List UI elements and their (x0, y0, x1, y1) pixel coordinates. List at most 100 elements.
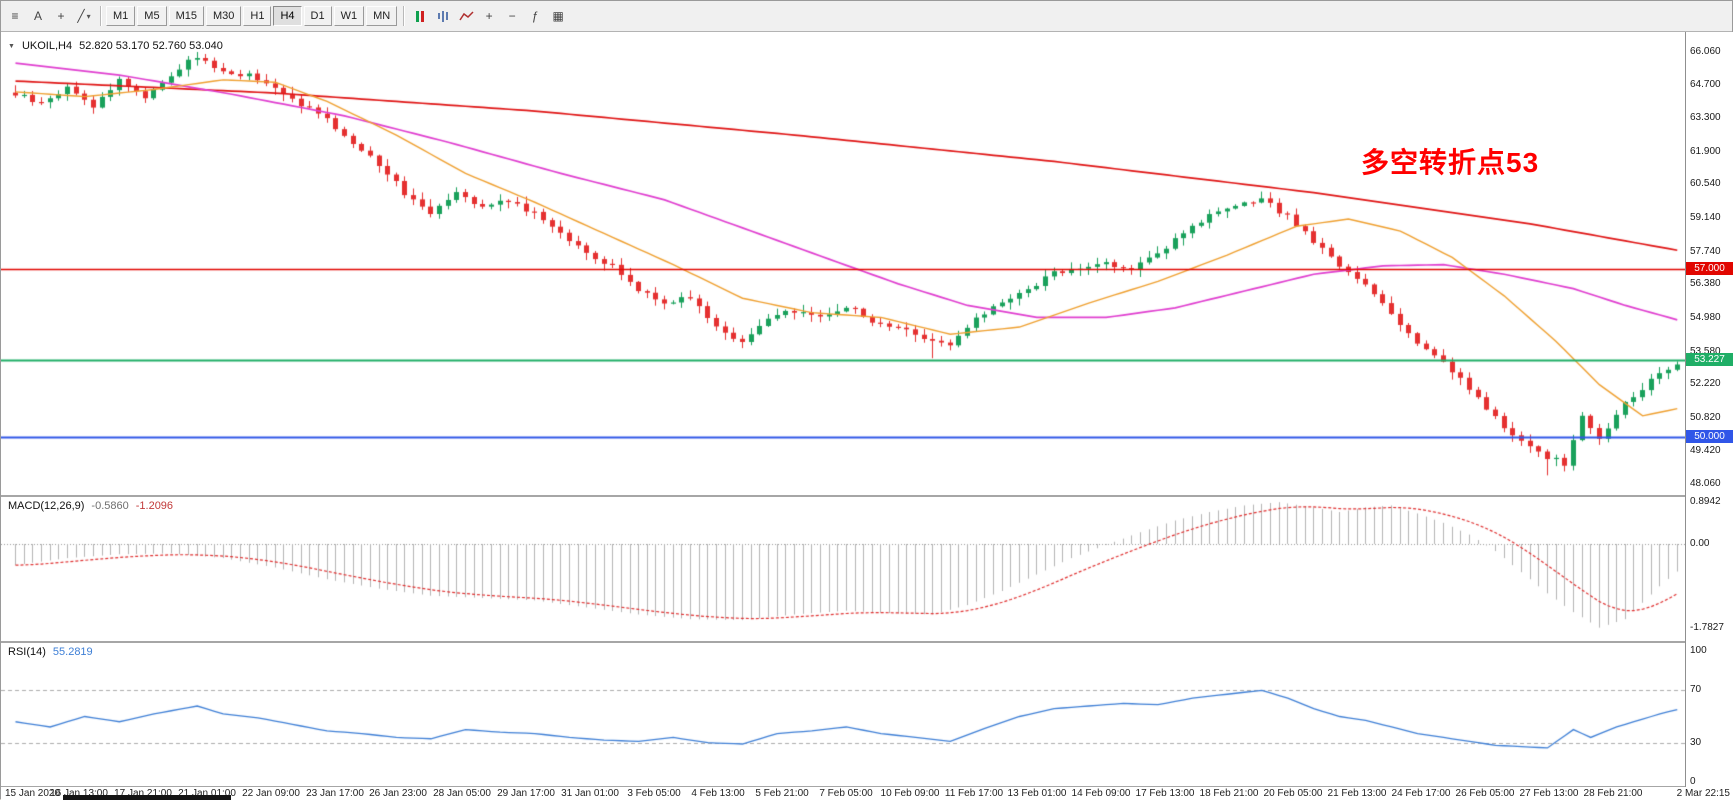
zoom-in-icon[interactable]: + (478, 5, 501, 27)
grid-icon[interactable]: ▦ (547, 5, 570, 27)
time-axis-label: 27 Feb 13:00 (1519, 788, 1579, 799)
macd-main-value: -0.5860 (91, 500, 129, 512)
time-axis-label: 21 Feb 13:00 (1327, 788, 1387, 799)
rsi-value: 55.2819 (52, 646, 93, 658)
price-axis-label: 66.060 (1690, 46, 1721, 57)
time-axis-label: 16 Jan 13:00 (50, 788, 108, 799)
zoom-out-icon[interactable]: − (501, 5, 524, 27)
timeframe-button-H1[interactable]: H1 (243, 6, 272, 26)
symbol-period-label: UKOIL,H4 (21, 40, 73, 52)
time-axis-label: 31 Jan 01:00 (561, 788, 619, 799)
toolbar: ≡ A + ╱ ▾ M1 M5 M15 M30 H1 H4 D1 W1 MN + − ƒ ▦ (1, 1, 1732, 32)
price-axis-label: 60.540 (1690, 178, 1721, 189)
time-axis-label: 26 Feb 05:00 (1455, 788, 1515, 799)
macd-indicator-label: MACD(12,26,9) -0.5860 -1.2096 (8, 500, 173, 512)
price-axis-label: 53.580 (1690, 346, 1721, 357)
rsi-axis-label: 100 (1690, 645, 1707, 656)
candles-chart-icon[interactable] (409, 5, 432, 27)
time-axis-label: 7 Feb 05:00 (819, 788, 873, 799)
timeframe-button-H4[interactable]: H4 (273, 6, 302, 26)
price-axis-label: 48.060 (1690, 478, 1721, 489)
symbol-header: ▼ UKOIL,H4 52.820 53.170 52.760 53.040 (8, 40, 223, 52)
time-axis-label: 20 Feb 05:00 (1263, 788, 1323, 799)
time-axis-label: 13 Feb 01:00 (1007, 788, 1067, 799)
macd-signal-value: -1.2096 (135, 500, 174, 512)
timeframe-button-M30[interactable]: M30 (205, 6, 242, 26)
timeframe-button-M5[interactable]: M5 (137, 6, 167, 26)
toolbar-separator (403, 6, 405, 26)
chevron-down-icon: ▾ (86, 11, 91, 21)
time-axis-label: 14 Feb 09:00 (1071, 788, 1131, 799)
support-line-price-tag[interactable]: 50.000 (1686, 430, 1733, 443)
price-axis-label: 54.980 (1690, 312, 1721, 323)
time-axis-label: 22 Jan 09:00 (242, 788, 300, 799)
time-axis-label: 4 Feb 13:00 (691, 788, 745, 799)
price-axis-label: 63.300 (1690, 112, 1721, 123)
time-axis-label: 15 Jan 2020 (5, 788, 61, 799)
price-axis-label: 57.740 (1690, 246, 1721, 257)
window-fragment (63, 795, 231, 800)
price-axis-label: 56.380 (1690, 278, 1721, 289)
resistance-line-price-tag[interactable]: 57.000 (1686, 262, 1733, 275)
time-axis-label: 10 Feb 09:00 (880, 788, 940, 799)
current-price-line-price-tag[interactable]: 53.227 (1686, 353, 1733, 366)
price-axis-label: 50.820 (1690, 412, 1721, 423)
price-axis-label: 64.700 (1690, 79, 1721, 90)
menu-grid-icon[interactable]: ≡ (4, 5, 26, 27)
rsi-axis-label: 70 (1690, 684, 1702, 695)
main-chart-canvas[interactable] (1, 34, 1686, 495)
chart-annotation-text[interactable]: 多空转折点53 (1361, 147, 1540, 178)
panel-separator[interactable] (1, 495, 1733, 497)
text-tool-button[interactable]: A (27, 5, 49, 27)
line-chart-icon[interactable] (455, 5, 478, 27)
rsi-panel-canvas[interactable] (1, 644, 1686, 787)
time-axis-label: 29 Jan 17:00 (497, 788, 555, 799)
draw-tools-button[interactable]: ╱ ▾ (73, 5, 95, 27)
toolbar-right-group: + − ƒ ▦ (409, 5, 570, 27)
price-axis-label: 59.140 (1690, 212, 1721, 223)
price-axis-label: 61.900 (1690, 146, 1721, 157)
panel-separator[interactable] (1, 641, 1733, 643)
time-axis-label: 21 Jan 01:00 (178, 788, 236, 799)
timeframe-button-M1[interactable]: M1 (106, 6, 136, 26)
time-axis-label: 28 Jan 05:00 (433, 788, 491, 799)
macd-name: MACD(12,26,9) (8, 500, 85, 512)
price-axis[interactable] (1685, 32, 1733, 800)
toolbar-separator (100, 6, 101, 26)
crosshair-tool-button[interactable]: + (50, 5, 72, 27)
timeframe-button-D1[interactable]: D1 (303, 6, 332, 26)
time-axis-label: 23 Jan 17:00 (306, 788, 364, 799)
timeframe-group: M1 M5 M15 M30 H1 H4 D1 W1 MN (106, 6, 398, 26)
price-axis-label: 49.420 (1690, 445, 1721, 456)
toolbar-left-group: ≡ A + ╱ ▾ (4, 5, 95, 27)
time-axis-label: 17 Jan 21:00 (114, 788, 172, 799)
ohlc-values: 52.820 53.170 52.760 53.040 (79, 40, 223, 52)
macd-axis-label: 0.8942 (1690, 496, 1721, 507)
indicators-icon[interactable]: ƒ (524, 5, 547, 27)
rsi-axis-label: 0 (1690, 776, 1696, 787)
rsi-name: RSI(14) (8, 646, 46, 658)
timeframe-button-M15[interactable]: M15 (168, 6, 204, 26)
rsi-axis-label: 30 (1690, 737, 1702, 748)
bar-chart-icon[interactable] (432, 5, 455, 27)
time-axis-label: 18 Feb 21:00 (1199, 788, 1259, 799)
macd-panel-canvas[interactable] (1, 498, 1686, 641)
price-axis-label: 52.220 (1690, 378, 1721, 389)
panel-separator (1, 786, 1733, 787)
timeframe-button-W1[interactable]: W1 (333, 6, 365, 26)
macd-axis-label: -1.7827 (1690, 622, 1724, 633)
time-axis-label: 11 Feb 17:00 (944, 788, 1004, 799)
time-axis[interactable]: 15 Jan 2020 16 Jan 13:00 17 Jan 21:00 21 Ja… (1, 787, 1733, 800)
rsi-indicator-label: RSI(14) 55.2819 (8, 646, 93, 658)
macd-axis-label: 0.00 (1690, 538, 1710, 549)
time-axis-label: 5 Feb 21:00 (755, 788, 809, 799)
time-axis-label: 26 Jan 23:00 (369, 788, 427, 799)
time-axis-label: 2 Mar 22:15 (1676, 788, 1730, 799)
timeframe-button-MN[interactable]: MN (366, 6, 398, 26)
time-axis-label: 17 Feb 13:00 (1135, 788, 1195, 799)
time-axis-label: 3 Feb 05:00 (627, 788, 681, 799)
time-axis-label: 28 Feb 21:00 (1583, 788, 1643, 799)
time-axis-label: 24 Feb 17:00 (1391, 788, 1451, 799)
collapse-arrow-icon[interactable]: ▼ (8, 42, 15, 50)
